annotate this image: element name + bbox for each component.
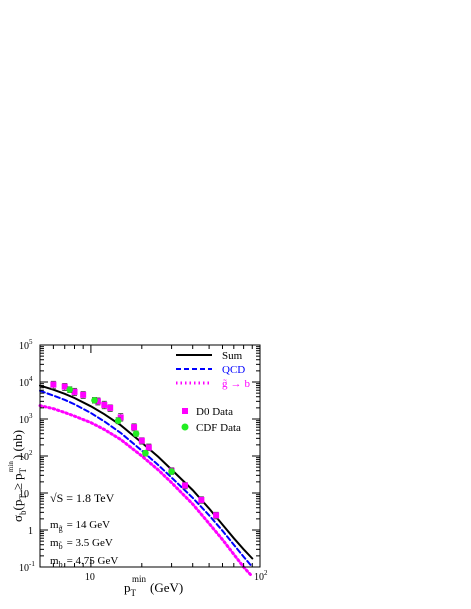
x-tick-label: 10 xyxy=(85,572,95,583)
data-point-d0 xyxy=(94,398,101,405)
data-point-d0 xyxy=(50,381,57,388)
y-tick-label: 103 xyxy=(19,412,33,426)
data-point-d0 xyxy=(138,437,145,444)
data-point-cdf xyxy=(168,468,175,475)
x-tick-label: 102 xyxy=(254,569,268,583)
data-point-d0 xyxy=(107,404,114,411)
legend: Sum QCD g̃ → b D0 Data CDF Data xyxy=(176,350,251,434)
data-point-d0 xyxy=(61,383,68,390)
data-point-cdf xyxy=(142,449,149,457)
y-tick-label: 102 xyxy=(19,449,33,463)
x-axis-label: pTmin(GeV) xyxy=(124,574,183,598)
legend-label-d0: D0 Data xyxy=(196,406,233,418)
legend-label-cdf: CDF Data xyxy=(196,422,241,434)
legend-label-sum: Sum xyxy=(222,350,243,362)
y-tick-label: 1 xyxy=(28,526,33,537)
data-point-cdf xyxy=(114,417,122,424)
data-point-d0 xyxy=(80,391,87,398)
mass-bottom-label: mb = 4.75 GeV xyxy=(50,555,118,569)
data-point-cdf xyxy=(132,430,140,438)
y-tick-label: 10 xyxy=(19,489,29,500)
legend-marker-d0 xyxy=(182,408,188,414)
legend-marker-cdf xyxy=(181,423,189,431)
mass-gluino-label: mg̃ = 14 GeV xyxy=(50,519,110,533)
y-tick-label: 10-1 xyxy=(19,560,35,574)
data-point-cdf xyxy=(66,386,74,393)
data-point-d0 xyxy=(198,496,205,503)
y-tick-label: 104 xyxy=(19,375,33,389)
series-line-1 xyxy=(39,389,254,568)
data-point-d0 xyxy=(71,388,78,395)
tick-labels-layer: 10 102 10-1 1 10 102 103 104 105 xyxy=(19,338,268,583)
axis-ticks-layer xyxy=(39,344,261,568)
data-point-d0 xyxy=(101,401,108,408)
data-point-d0 xyxy=(213,512,220,519)
series-line-2 xyxy=(38,404,254,579)
y-tick-label: 105 xyxy=(19,338,33,352)
data-point-cdf xyxy=(91,397,98,404)
mass-sbottom-label: mb̃ = 3.5 GeV xyxy=(50,537,113,551)
data-points-layer xyxy=(50,380,220,520)
data-point-d0 xyxy=(181,482,188,489)
data-point-d0 xyxy=(131,424,138,431)
data-point-d0 xyxy=(145,444,152,451)
annotations: √S = 1.8 TeV mg̃ = 14 GeV mb̃ = 3.5 GeV mb… xyxy=(50,491,118,569)
legend-label-gluino: g̃ → b xyxy=(222,378,251,390)
y-axis-label: σb(pT≥pTmin) (nb) xyxy=(7,430,28,522)
legend-label-qcd: QCD xyxy=(222,364,245,376)
sqrt-s-label: √S = 1.8 TeV xyxy=(50,491,115,505)
